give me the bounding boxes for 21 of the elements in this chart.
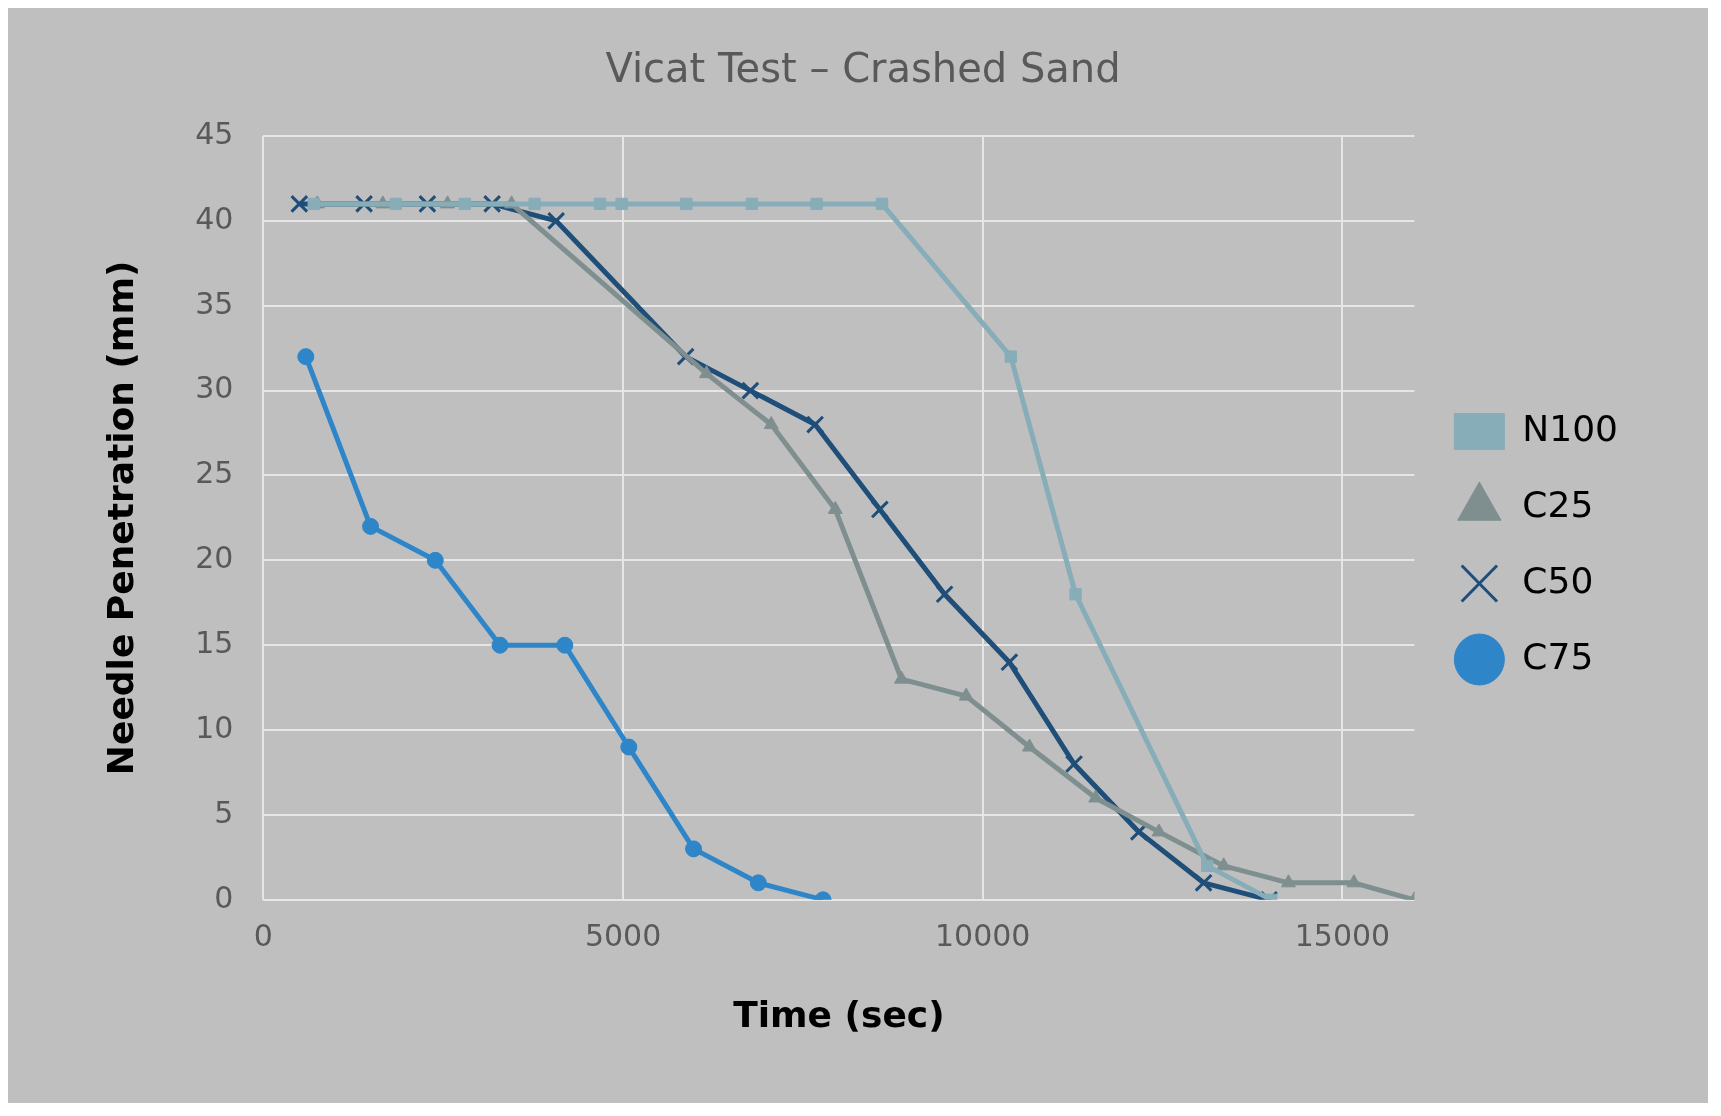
y-tick-label: 0 xyxy=(214,879,234,915)
y-tick-label: 25 xyxy=(195,455,234,491)
chart-title: Vicat Test – Crashed Sand xyxy=(605,45,1121,92)
y-tick-label: 10 xyxy=(195,709,234,745)
x-axis-title: Time (sec) xyxy=(733,993,945,1035)
x-tick-label: 10000 xyxy=(935,917,1031,953)
x-tick-label: 0 xyxy=(253,917,273,953)
legend-label: C50 xyxy=(1522,559,1594,601)
y-tick-label: 35 xyxy=(195,285,234,321)
x-tick-label: 5000 xyxy=(584,917,662,953)
x-tick-label: 15000 xyxy=(1294,917,1391,953)
y-tick-label: 5 xyxy=(214,794,234,830)
y-tick-label: 45 xyxy=(195,115,234,151)
legend-label: C75 xyxy=(1522,635,1594,677)
y-axis-title: Needle Penetration (mm) xyxy=(99,260,141,776)
y-tick-label: 30 xyxy=(195,370,234,406)
y-tick-label: 20 xyxy=(195,540,234,576)
y-tick-label: 15 xyxy=(195,625,234,660)
y-tick-label: 40 xyxy=(195,200,234,236)
legend-label: N100 xyxy=(1522,407,1619,449)
legend-label: C25 xyxy=(1522,483,1594,525)
